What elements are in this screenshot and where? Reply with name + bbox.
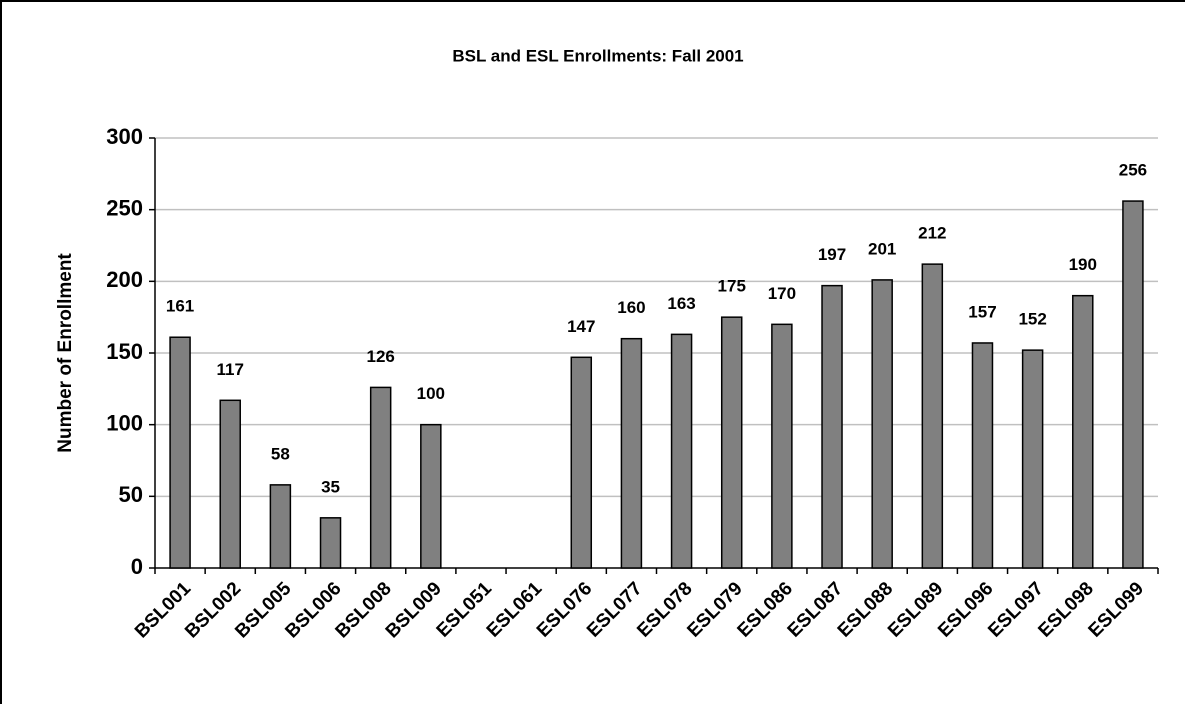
x-tick-label: ESL098	[1034, 578, 1097, 641]
x-tick-label: ESL079	[683, 578, 746, 641]
y-tick-label: 300	[106, 124, 143, 149]
bar	[670, 333, 693, 569]
x-tick-label: ESL087	[784, 578, 847, 641]
x-tick-label: ESL078	[633, 578, 696, 641]
bar	[269, 484, 292, 569]
y-axis-label: Number of Enrollment	[55, 253, 76, 453]
bar	[971, 342, 994, 569]
bar	[921, 263, 944, 569]
x-tick-label: ESL089	[884, 578, 947, 641]
bar	[169, 336, 191, 569]
x-tick-label: ESL096	[934, 578, 997, 641]
bar	[720, 316, 743, 569]
data-label: 117	[217, 360, 244, 379]
bar	[369, 386, 392, 569]
y-tick-label: 250	[106, 195, 143, 220]
y-tick-label: 50	[119, 482, 143, 507]
data-label: 35	[321, 477, 340, 496]
data-label: 152	[1018, 310, 1046, 329]
x-tick-label: ESL086	[734, 578, 797, 641]
data-label: 190	[1069, 255, 1097, 274]
bar	[620, 337, 643, 569]
data-label: 161	[166, 297, 194, 316]
y-tick-label: 200	[106, 267, 143, 292]
x-tick-label: ESL097	[984, 578, 1047, 641]
bar	[771, 323, 793, 569]
bar	[219, 399, 241, 569]
data-label: 170	[768, 284, 796, 303]
bar	[420, 423, 442, 569]
chart-title: BSL and ESL Enrollments: Fall 2001	[452, 46, 743, 65]
data-label: 212	[918, 224, 946, 243]
data-label: 256	[1119, 161, 1147, 180]
bar	[319, 517, 342, 569]
data-label: 147	[567, 317, 595, 336]
data-label: 163	[667, 294, 695, 313]
data-label: 201	[868, 239, 896, 258]
data-label: 197	[818, 245, 846, 264]
y-tick-label: 150	[106, 339, 143, 364]
y-tick-label: 0	[131, 554, 143, 579]
bar	[1072, 294, 1094, 569]
data-label: 58	[271, 444, 290, 463]
y-tick-label: 100	[106, 410, 143, 435]
x-tick-label: ESL088	[834, 578, 897, 641]
bar	[871, 279, 893, 569]
bar	[821, 284, 843, 569]
x-tick-label: ESL076	[533, 578, 596, 641]
bar	[1122, 200, 1144, 569]
data-label: 126	[366, 347, 394, 366]
bar	[1021, 349, 1044, 569]
bar	[570, 356, 593, 569]
data-label: 157	[968, 302, 996, 321]
x-tick-label: ESL077	[583, 578, 646, 641]
data-label: 100	[417, 384, 445, 403]
x-tick-label: ESL099	[1085, 578, 1148, 641]
x-tick-label: BSL009	[382, 578, 446, 642]
data-label: 175	[718, 277, 746, 296]
data-label: 160	[617, 298, 645, 317]
